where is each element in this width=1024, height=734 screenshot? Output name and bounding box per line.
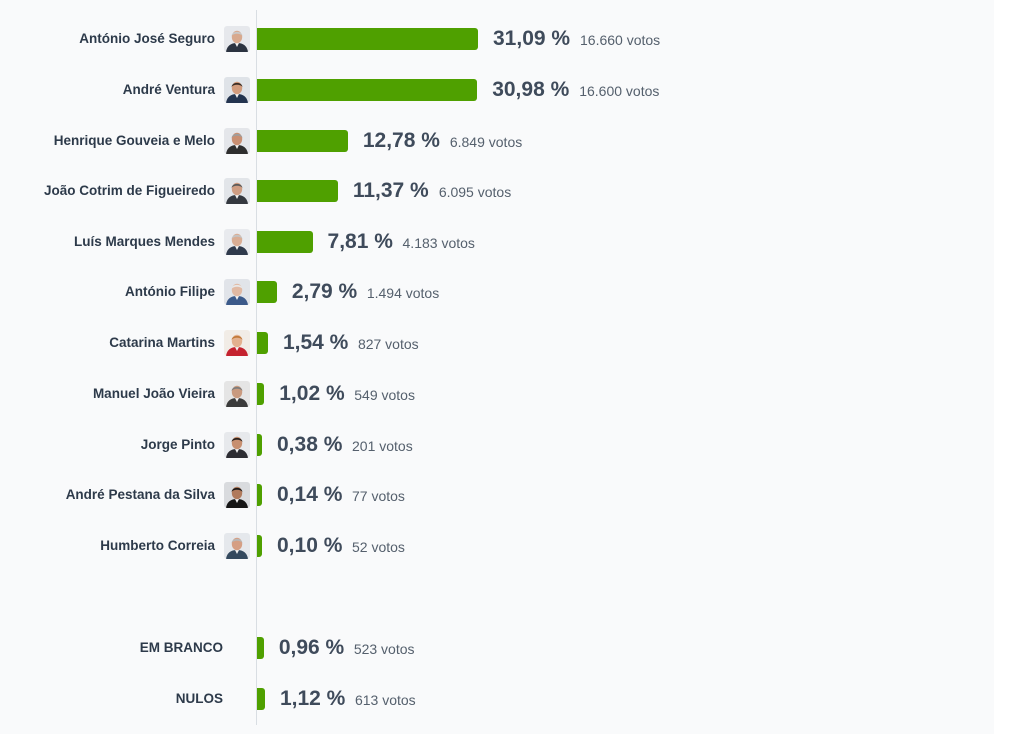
candidate-photo: [224, 178, 250, 204]
result-row: André Pestana da Silva 0,14 % 77 votos: [0, 478, 994, 512]
candidate-photo: [224, 432, 250, 458]
category-label: EM BRANCO: [139, 640, 223, 655]
votes-label: 827 votos: [357, 336, 419, 352]
category-label: André Ventura: [122, 82, 215, 97]
category-label: NULOS: [175, 691, 223, 706]
result-row: Henrique Gouveia e Melo 12,78 % 6.849 voto…: [0, 124, 994, 158]
category-label: António Filipe: [125, 284, 215, 299]
percent-label: 1,02 %: [279, 382, 345, 405]
result-row: Jorge Pinto 0,38 % 201 votos: [0, 428, 994, 462]
candidate-photo: [224, 279, 250, 305]
votes-label: 4.183 votos: [402, 235, 475, 251]
category-label: João Cotrim de Figueiredo: [43, 183, 215, 198]
votes-label: 523 votos: [353, 641, 415, 657]
bar: [257, 281, 277, 303]
candidate-photo: [224, 26, 250, 52]
bar: [257, 231, 313, 253]
bar: [257, 332, 268, 354]
results-chart: António José Seguro 31,09 % 16.660 votos An…: [0, 10, 994, 725]
votes-label: 52 votos: [352, 539, 405, 555]
category-label: Manuel João Vieira: [92, 386, 215, 401]
candidate-photo: [224, 482, 250, 508]
category-label: André Pestana da Silva: [65, 487, 215, 502]
category-label: António José Seguro: [79, 31, 215, 46]
percent-label: 0,96 %: [278, 636, 345, 659]
percent-label: 31,09 %: [493, 27, 571, 50]
percent-label: 7,81 %: [327, 230, 393, 253]
bar: [257, 637, 264, 659]
chart-axis-line: [256, 10, 257, 725]
percent-label: 1,12 %: [279, 687, 346, 710]
bar: [257, 434, 262, 456]
result-row: NULOS 1,12 % 613 votos: [0, 682, 994, 716]
percent-label: 0,14 %: [277, 483, 343, 506]
percent-label: 0,10 %: [277, 534, 343, 557]
category-label: Henrique Gouveia e Melo: [53, 133, 215, 148]
percent-label: 0,38 %: [277, 433, 343, 456]
bar: [257, 383, 265, 405]
votes-label: 549 votos: [354, 387, 415, 403]
result-row: António José Seguro 31,09 % 16.660 votos: [0, 22, 994, 56]
bar: [257, 484, 262, 506]
candidate-photo: [224, 533, 250, 559]
category-label: Catarina Martins: [109, 335, 215, 350]
votes-label: 16.660 votos: [580, 32, 661, 48]
bar: [257, 180, 338, 202]
candidate-photo: [224, 229, 250, 255]
votes-label: 16.600 votos: [579, 83, 660, 99]
candidate-photo: [224, 77, 250, 103]
result-row: Manuel João Vieira 1,02 % 549 votos: [0, 377, 994, 411]
percent-label: 30,98 %: [492, 78, 570, 101]
result-row: Catarina Martins 1,54 % 827 votos: [0, 326, 994, 360]
percent-label: 11,37 %: [352, 179, 429, 202]
votes-label: 6.095 votos: [438, 184, 512, 200]
result-row: Humberto Correia 0,10 % 52 votos: [0, 529, 994, 563]
votes-label: 1.494 votos: [366, 285, 440, 301]
candidate-photo: [224, 128, 250, 154]
category-label: Humberto Correia: [100, 538, 215, 553]
result-row: Luís Marques Mendes 7,81 % 4.183 votos: [0, 225, 994, 259]
bar: [257, 28, 478, 50]
votes-label: 6.849 votos: [449, 134, 523, 150]
result-row: João Cotrim de Figueiredo 11,37 % 6.095 vo…: [0, 174, 994, 208]
candidate-photo: [224, 381, 250, 407]
result-row: André Ventura 30,98 % 16.600 votos: [0, 73, 994, 107]
bar: [257, 79, 478, 101]
result-row: António Filipe 2,79 % 1.494 votos: [0, 275, 994, 309]
result-row: EM BRANCO 0,96 % 523 votos: [0, 631, 994, 665]
category-label: Luís Marques Mendes: [73, 234, 215, 249]
percent-label: 12,78 %: [362, 129, 440, 152]
percent-label: 2,79 %: [291, 280, 358, 303]
bar: [257, 535, 262, 557]
votes-label: 613 votos: [354, 692, 416, 708]
votes-label: 201 votos: [352, 438, 413, 454]
bar: [257, 688, 265, 710]
bar: [257, 130, 348, 152]
votes-label: 77 votos: [352, 488, 405, 504]
percent-label: 1,54 %: [282, 331, 349, 354]
candidate-photo: [224, 330, 250, 356]
category-label: Jorge Pinto: [140, 437, 215, 452]
